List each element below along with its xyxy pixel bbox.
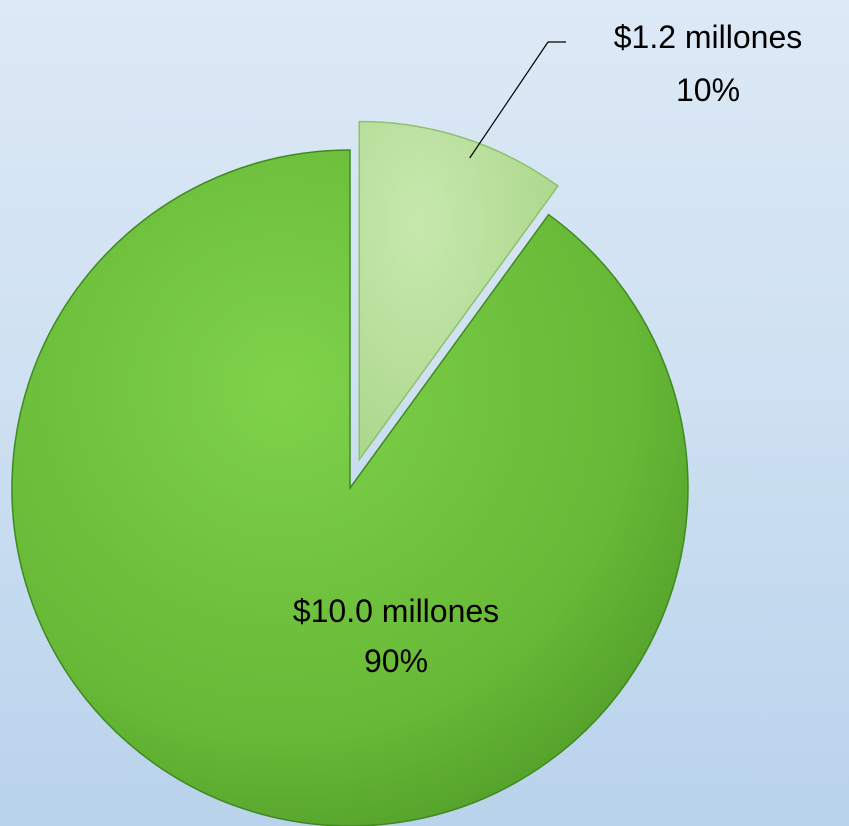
pie-slices (11, 120, 689, 826)
slice-small-percent-label: 10% (676, 72, 740, 108)
slice-small-value-label: $1.2 millones (614, 19, 803, 55)
slice-main-value-label: $10.0 millones (293, 593, 499, 629)
pie-labels: $10.0 millones 90% $1.2 millones 10% (293, 19, 802, 679)
pie-slice-main (11, 149, 689, 826)
pie-slice-small (358, 120, 559, 462)
slice-main-percent-label: 90% (364, 643, 428, 679)
leader-line (469, 41, 549, 159)
